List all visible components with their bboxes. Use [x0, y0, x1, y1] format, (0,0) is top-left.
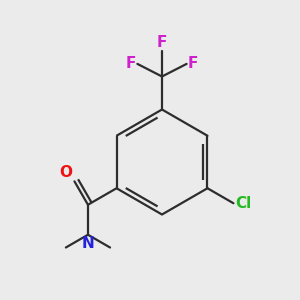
Text: N: N	[82, 236, 94, 250]
Text: F: F	[125, 56, 136, 71]
Text: F: F	[157, 35, 167, 50]
Text: O: O	[59, 165, 72, 180]
Text: Cl: Cl	[235, 196, 251, 211]
Text: F: F	[188, 56, 199, 71]
